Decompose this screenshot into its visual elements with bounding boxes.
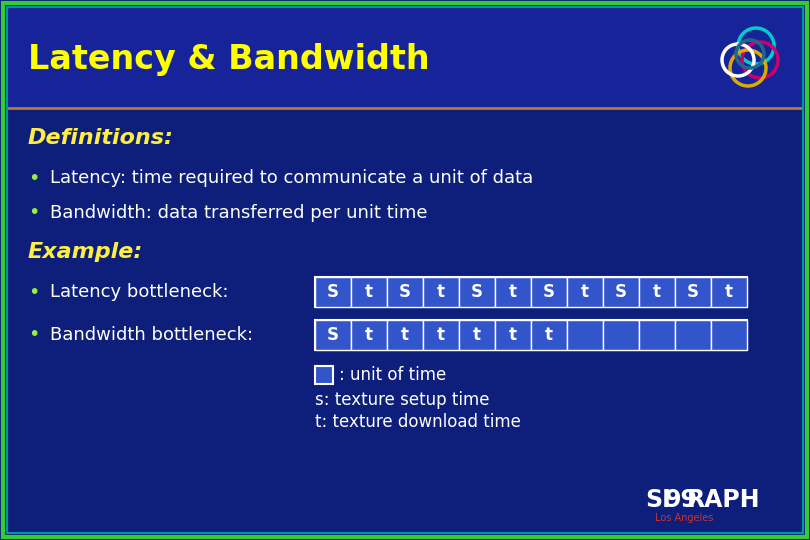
Text: s: texture setup time: s: texture setup time <box>315 391 489 409</box>
Text: t: t <box>725 283 733 301</box>
Bar <box>459 277 495 307</box>
Bar <box>675 320 711 350</box>
Text: S: S <box>615 283 627 301</box>
Bar <box>459 320 495 350</box>
Bar <box>531 277 567 307</box>
Text: t: t <box>365 326 373 344</box>
Text: t: t <box>401 326 409 344</box>
Text: t: t <box>509 283 517 301</box>
Text: S: S <box>327 283 339 301</box>
Text: Los Angeles: Los Angeles <box>655 513 714 523</box>
Text: t: t <box>437 283 445 301</box>
Text: Latency: time required to communicate a unit of data: Latency: time required to communicate a … <box>50 169 533 187</box>
Bar <box>315 320 747 350</box>
Text: •: • <box>28 204 40 222</box>
Bar <box>603 320 639 350</box>
Text: •: • <box>28 168 40 187</box>
Text: S: S <box>687 283 699 301</box>
Text: t: t <box>509 326 517 344</box>
Text: S: S <box>471 283 483 301</box>
Bar <box>639 320 675 350</box>
Bar <box>711 320 747 350</box>
Text: Latency & Bandwidth: Latency & Bandwidth <box>28 44 429 77</box>
Text: •: • <box>28 282 40 301</box>
Bar <box>423 277 459 307</box>
Text: S: S <box>543 283 555 301</box>
Bar <box>567 320 603 350</box>
Text: Definitions:: Definitions: <box>28 128 174 148</box>
Bar <box>567 277 603 307</box>
Text: Bandwidth bottleneck:: Bandwidth bottleneck: <box>50 326 253 344</box>
Bar <box>531 320 567 350</box>
Bar <box>315 320 351 350</box>
Bar <box>387 277 423 307</box>
Text: Latency bottleneck:: Latency bottleneck: <box>50 283 228 301</box>
Text: S: S <box>399 283 411 301</box>
Bar <box>639 277 675 307</box>
Bar <box>675 277 711 307</box>
Text: t: t <box>545 326 553 344</box>
Bar <box>423 320 459 350</box>
Bar <box>315 277 747 307</box>
Bar <box>351 277 387 307</box>
Text: t: t <box>437 326 445 344</box>
Text: Bandwidth: data transferred per unit time: Bandwidth: data transferred per unit tim… <box>50 204 428 222</box>
Text: t: t <box>581 283 589 301</box>
Text: t: t <box>653 283 661 301</box>
Text: t: texture download time: t: texture download time <box>315 413 521 431</box>
Text: S: S <box>327 326 339 344</box>
Bar <box>315 277 351 307</box>
Bar <box>603 277 639 307</box>
Text: •: • <box>28 326 40 345</box>
Text: 99: 99 <box>665 488 698 512</box>
Text: t: t <box>473 326 481 344</box>
Bar <box>8 8 802 108</box>
Bar <box>387 320 423 350</box>
Text: t: t <box>365 283 373 301</box>
Bar <box>711 277 747 307</box>
Text: Example:: Example: <box>28 242 143 262</box>
Text: RAPH: RAPH <box>687 488 761 512</box>
Bar <box>351 320 387 350</box>
Text: SI: SI <box>645 488 671 512</box>
Text: : unit of time: : unit of time <box>339 366 446 384</box>
Bar <box>495 277 531 307</box>
Bar <box>495 320 531 350</box>
Bar <box>315 366 333 384</box>
